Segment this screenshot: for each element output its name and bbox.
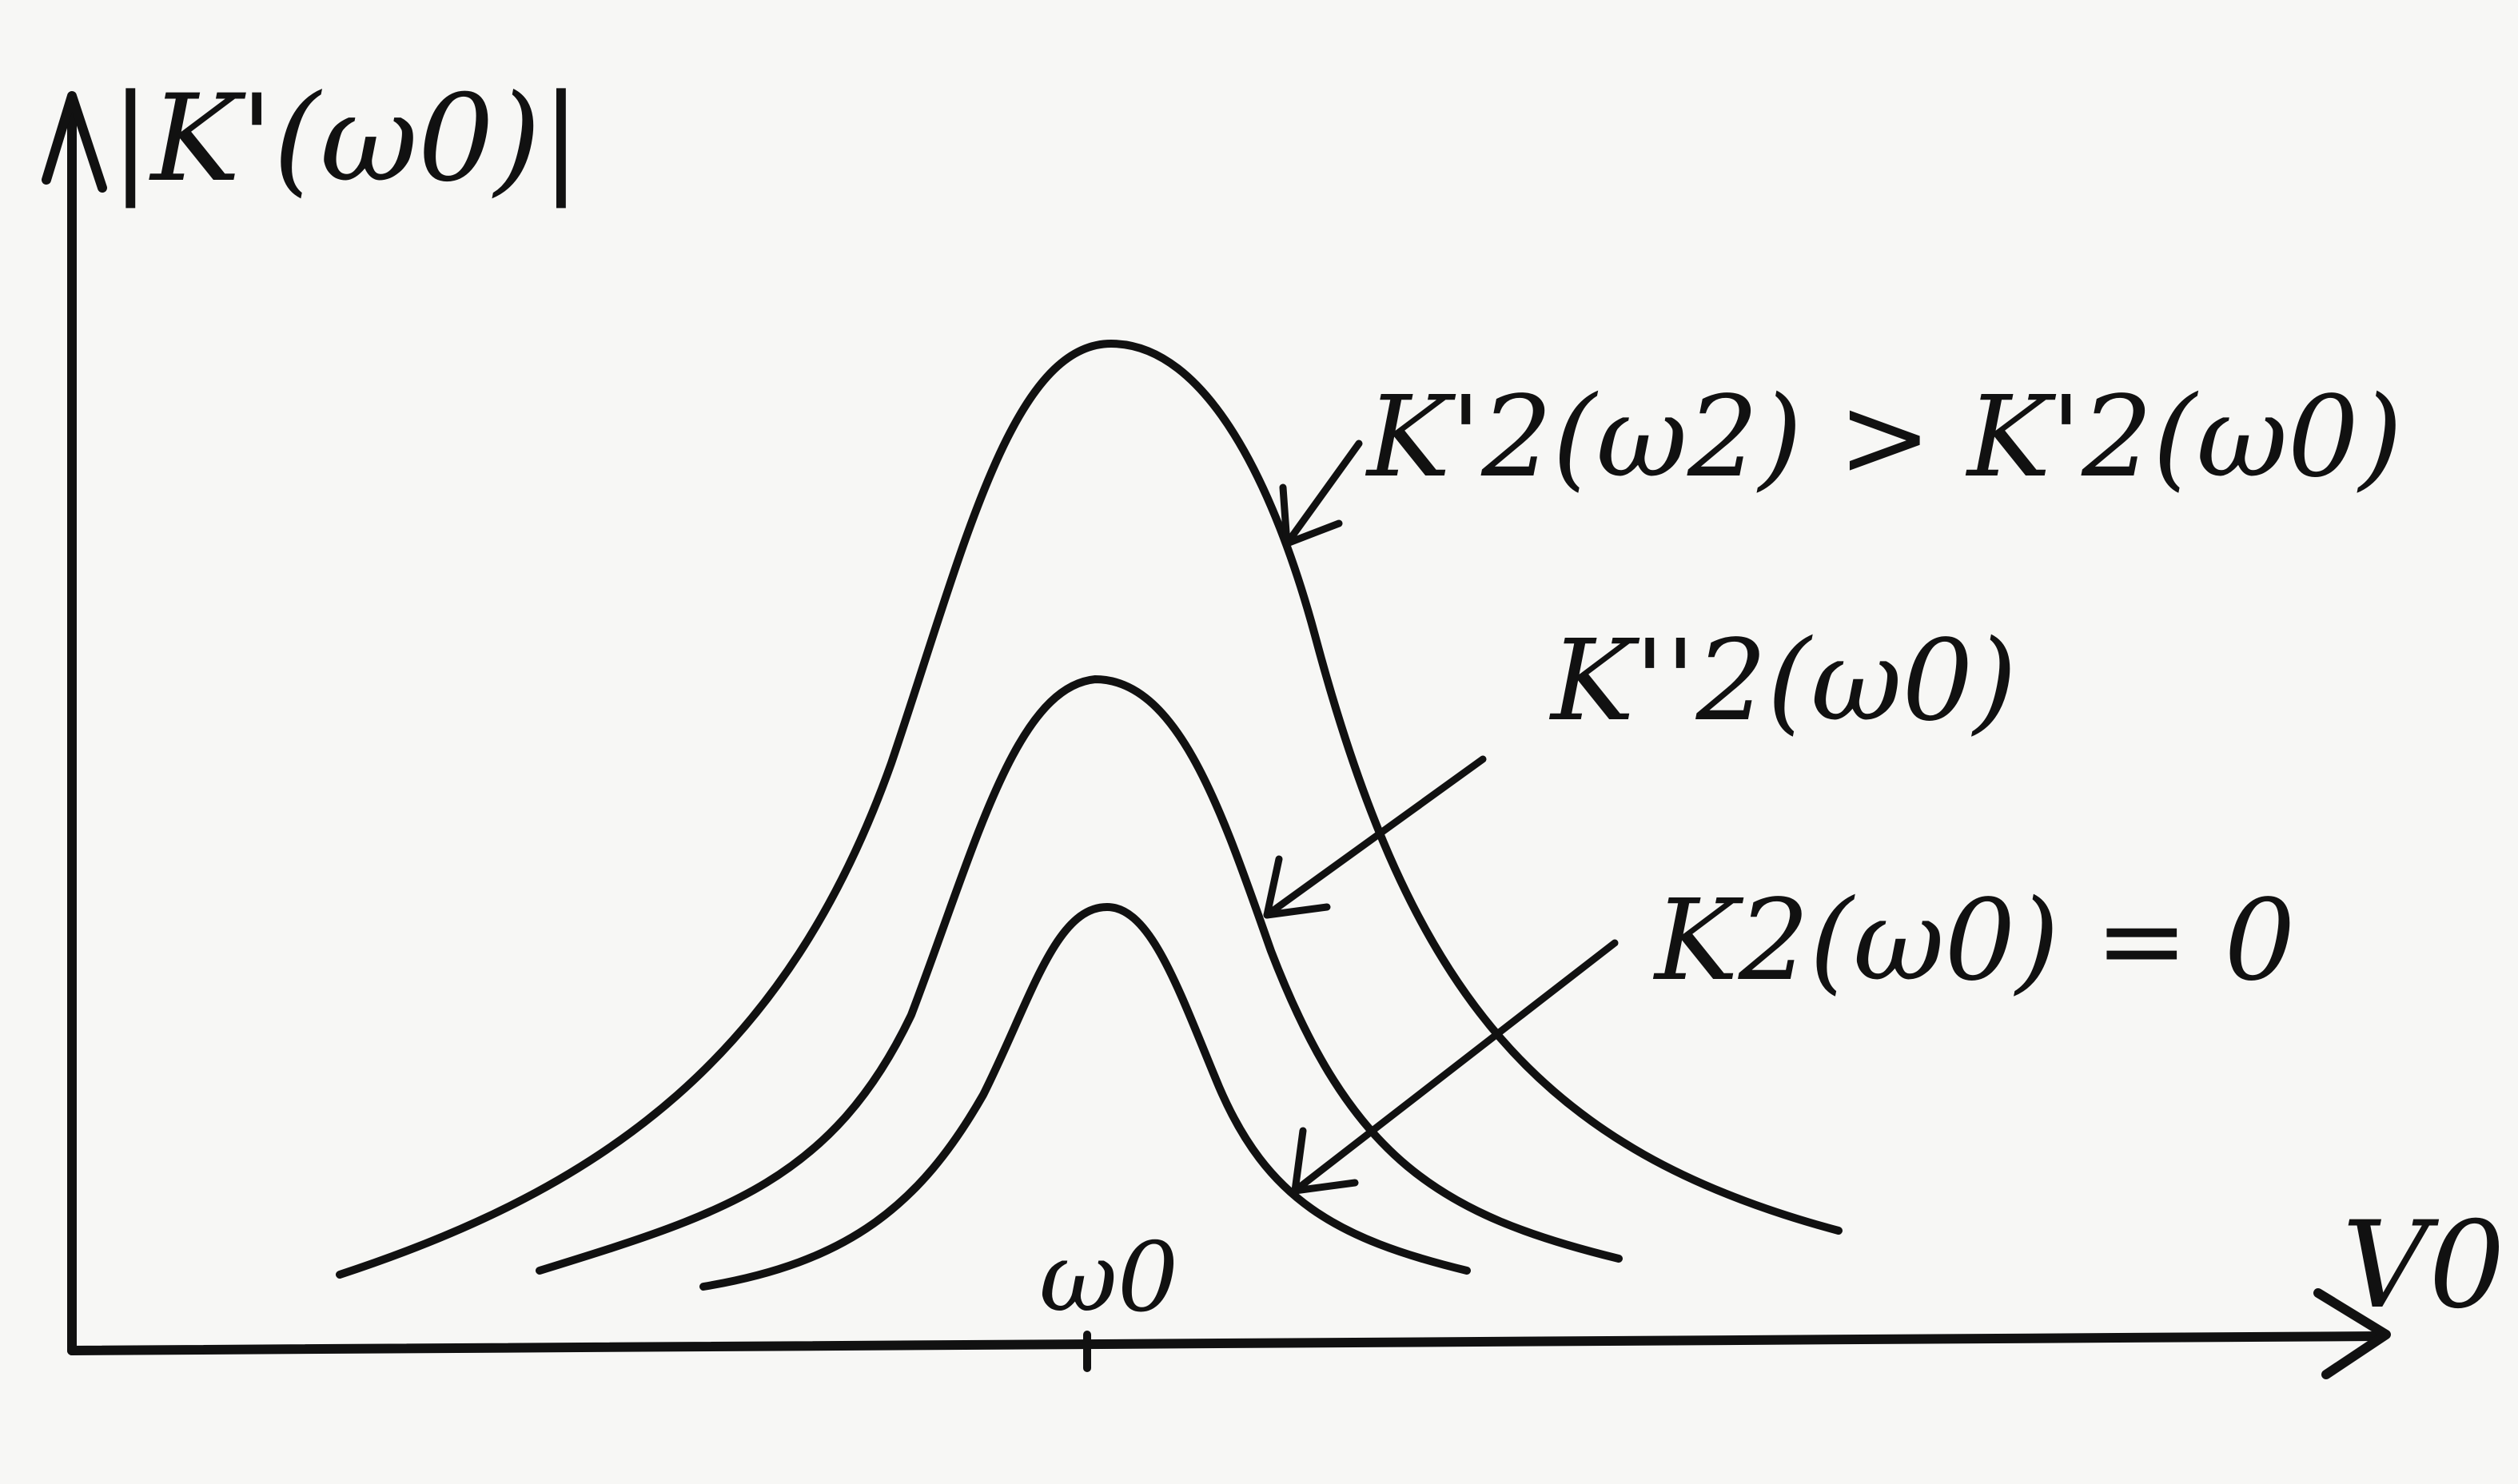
pointer-arrow-middle xyxy=(1263,755,1487,919)
curve-label-tall: K'2(ω2) > K'2(ω0) xyxy=(1365,372,2403,503)
y-axis-arrowhead xyxy=(42,91,107,193)
x-axis-label: V0 xyxy=(2342,1196,2505,1335)
pointer-arrow-short xyxy=(1291,939,1619,1195)
center-tick-label: ω0 xyxy=(1039,1223,1178,1334)
pointer-arrow-tall xyxy=(1279,440,1363,547)
curve-label-short: K2(ω0) = 0 xyxy=(1652,876,2296,1006)
curve-tall xyxy=(336,340,1843,1279)
x-axis xyxy=(67,1288,2391,1379)
curves xyxy=(336,340,1843,1291)
x-axis-line xyxy=(67,1331,2383,1355)
x-axis-arrowhead xyxy=(2313,1288,2391,1379)
curve-label-middle: K''2(ω0) xyxy=(1548,616,2017,746)
y-axis xyxy=(42,91,107,1355)
curve-short xyxy=(699,903,1471,1291)
y-axis-label: |K'(ω0)| xyxy=(110,70,581,209)
curve-middle xyxy=(536,675,1623,1275)
